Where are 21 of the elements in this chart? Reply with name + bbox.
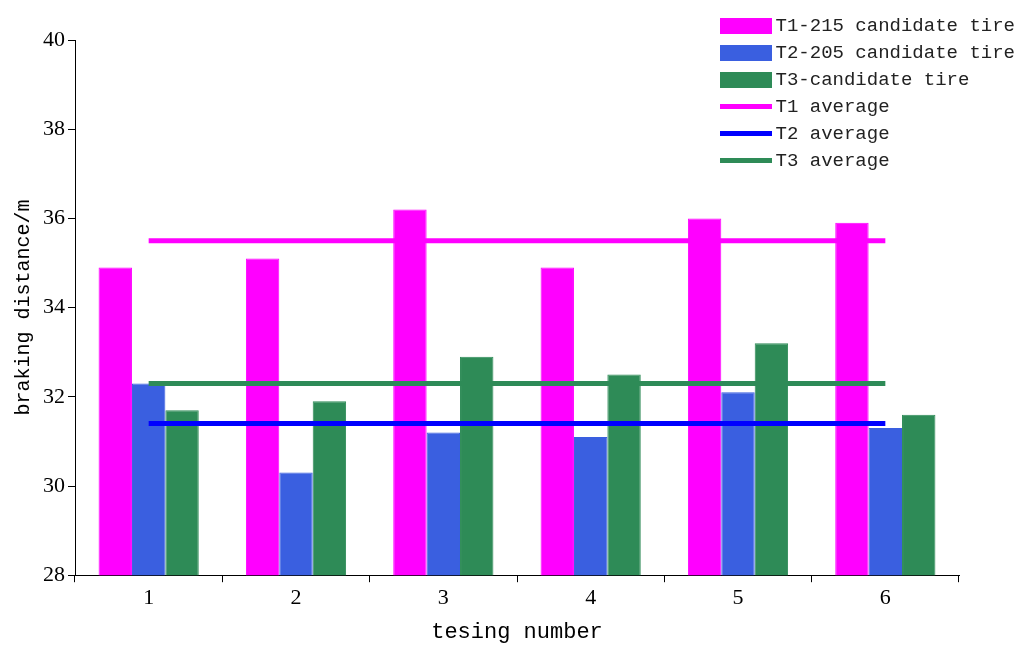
legend-label: T3 average <box>775 149 890 172</box>
y-tick-label: 28 <box>43 560 65 586</box>
x-tick-label: 3 <box>437 584 449 610</box>
y-axis-title: braking distance/m <box>12 199 36 416</box>
y-tick-label: 34 <box>43 293 65 319</box>
x-tick-label: 2 <box>290 584 302 610</box>
x-tick-label: 1 <box>143 584 155 610</box>
y-tick-label: 36 <box>43 204 65 230</box>
legend-label: T2 average <box>775 122 890 145</box>
y-tick-label: 38 <box>43 114 65 140</box>
legend-label: T1 average <box>775 95 890 118</box>
y-tick-label: 32 <box>43 382 65 408</box>
x-tick-label: 6 <box>879 584 891 610</box>
y-tick-label: 30 <box>43 471 65 497</box>
x-axis-title: tesing number <box>431 619 603 645</box>
legend-label: T3-candidate tire <box>775 68 970 91</box>
legend-label: T1-215 candidate tire <box>775 14 1015 37</box>
y-tick-label: 40 <box>43 25 65 51</box>
legend-label: T2-205 candidate tire <box>775 41 1015 64</box>
x-tick-label: 5 <box>732 584 744 610</box>
x-tick-label: 4 <box>585 584 597 610</box>
